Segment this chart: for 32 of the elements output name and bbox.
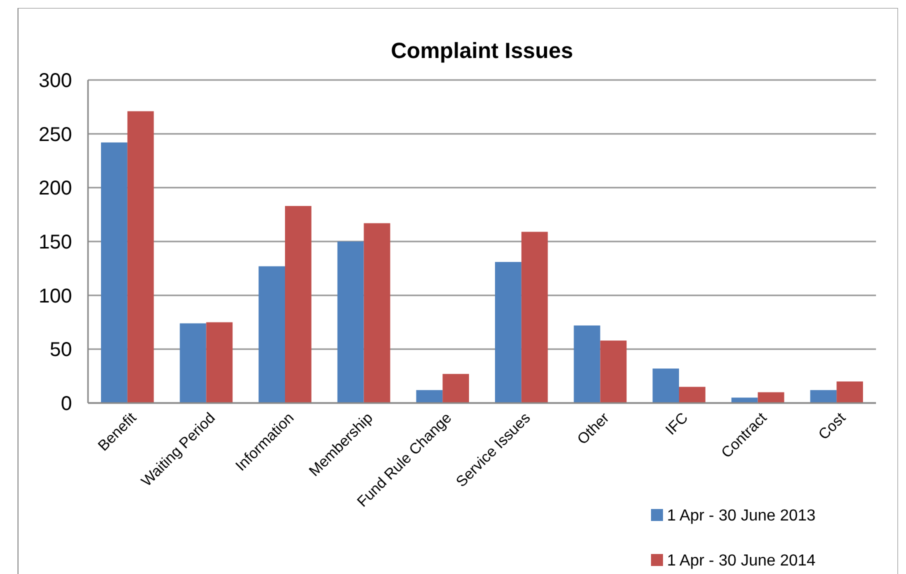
bar [442,374,469,403]
bar [810,390,837,403]
x-tick-label: Cost [815,408,850,444]
bar [836,381,863,403]
bar [679,386,706,403]
y-tick-label: 100 [38,285,72,308]
bar [758,392,784,403]
bar [206,322,233,403]
bar [600,340,627,403]
bar [127,111,154,403]
bar [258,266,285,403]
bar [101,142,128,403]
bar [521,232,548,403]
bar [495,262,522,403]
bar [652,368,679,403]
bar [416,390,443,403]
bar [731,398,758,403]
y-tick-label: 200 [38,178,72,200]
bar [180,323,206,403]
y-tick-label: 250 [38,124,72,146]
y-tick-label: 0 [60,393,72,415]
legend-label: 1 Apr - 30 June 2013 [667,508,816,525]
chart-title: Complaint Issues [390,38,574,63]
legend-label: 1 Apr - 30 June 2014 [667,552,816,570]
bar [285,206,312,403]
bar [337,242,364,403]
y-tick-label: 150 [38,232,72,254]
x-tick-label: IFC [662,409,692,439]
bar [364,223,390,403]
y-tick-label: 50 [50,339,72,362]
bar [574,325,600,403]
y-tick-label: 300 [38,70,72,92]
